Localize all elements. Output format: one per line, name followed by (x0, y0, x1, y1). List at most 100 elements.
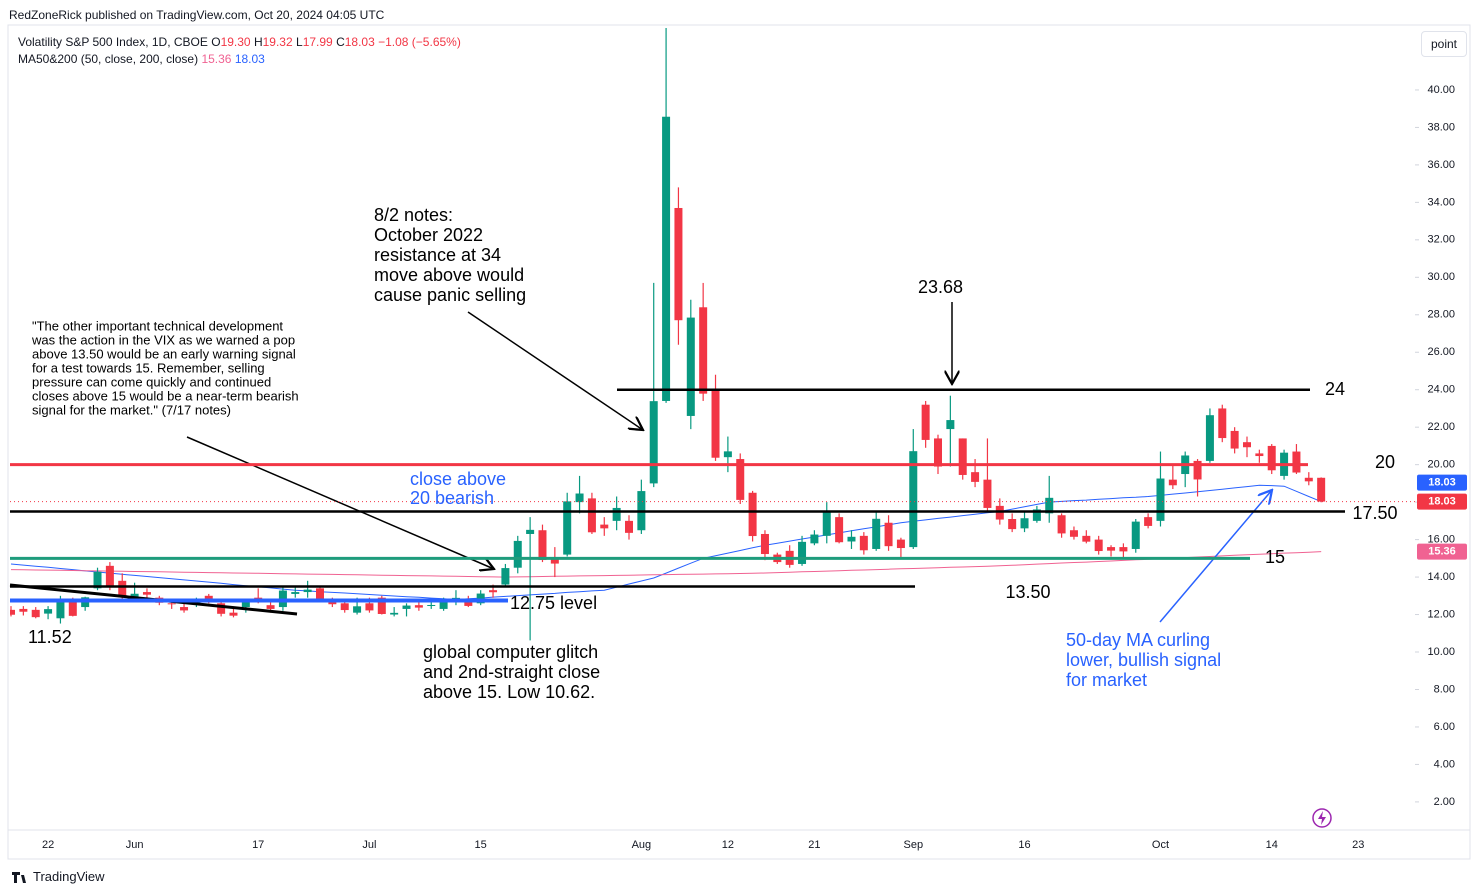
annotation: close above (410, 469, 506, 489)
legend-main: Volatility S&P 500 Index, 1D, CBOE O 19.3… (18, 35, 461, 49)
annotation: lower, bullish signal (1066, 650, 1221, 670)
moving-average (10, 551, 1322, 578)
y-tick-label: 22.00 (1427, 421, 1455, 433)
header: RedZoneRick published on TradingView.com… (9, 8, 385, 22)
candle-body (68, 599, 77, 616)
candle-body (93, 571, 102, 589)
x-tick-label: 22 (42, 839, 54, 851)
candle-body (1255, 453, 1264, 457)
ohlc-label: H (253, 35, 263, 49)
arrow (186, 436, 494, 569)
brand: TradingView (33, 869, 105, 884)
candle-body (909, 451, 918, 548)
candle-body (760, 533, 769, 555)
candle-body (921, 404, 930, 440)
x-tick-label: Oct (1152, 839, 1169, 851)
candle-body (600, 524, 609, 529)
candle-body (1280, 452, 1289, 476)
annotation: was the action in the VIX as we warned a… (31, 332, 295, 347)
candle-body (1107, 547, 1116, 551)
candle-body (229, 612, 238, 616)
candle-body (995, 505, 1004, 520)
y-tick-label: 18.00 (1427, 496, 1455, 508)
change: −1.08 (−5.65%) (378, 35, 461, 49)
annotation: pressure can come quickly and continued (32, 374, 271, 389)
candle-body (464, 599, 473, 606)
candle-body (575, 493, 584, 503)
candle-body (476, 593, 485, 604)
x-tick-label: 15 (475, 839, 487, 851)
annotation: closes above 15 would be a near-term bea… (32, 388, 299, 403)
candle-body (365, 603, 374, 611)
level-label: 15 (1265, 547, 1285, 567)
candle-body (266, 605, 275, 609)
candle-body (822, 510, 831, 536)
y-tick-label: 24.00 (1427, 384, 1455, 396)
candle-body (44, 609, 53, 614)
annotation: cause panic selling (374, 285, 526, 305)
level-label: 13.50 (1005, 582, 1050, 602)
candle-body (587, 498, 596, 533)
candle-body (637, 491, 646, 531)
ohlc-label: C (336, 35, 345, 49)
level-label: 12.75 level (510, 593, 597, 613)
annotation: global computer glitch (423, 642, 598, 662)
candle-body (217, 603, 226, 614)
candle-body (390, 612, 399, 615)
annotation: 23.68 (918, 277, 963, 297)
annotation: for market (1066, 670, 1147, 690)
y-tick-label: 28.00 (1427, 309, 1455, 321)
y-tick-label: 4.00 (1434, 758, 1455, 770)
y-tick-label: 36.00 (1427, 159, 1455, 171)
annotation: and 2nd-straight close (423, 662, 600, 682)
y-tick-label: 14.00 (1427, 571, 1455, 583)
ohlc-label: L (296, 35, 303, 49)
candle-body (10, 609, 15, 615)
candle-body (1317, 477, 1326, 502)
point-button[interactable]: point (1421, 31, 1467, 57)
candle-body (526, 529, 535, 534)
candle-body (340, 603, 349, 611)
candle-body (736, 459, 745, 500)
price-badge (1417, 543, 1467, 560)
candle-body (810, 534, 819, 544)
candle-body (847, 536, 856, 542)
x-tick-label: Jun (126, 839, 144, 851)
legend-ma: MA50&200 (50, close, 200, close) 15.36 1… (18, 52, 265, 66)
candle-body (513, 540, 522, 568)
candle-body (303, 589, 312, 593)
annotation: 8/2 notes: (374, 205, 453, 225)
candle-body (402, 605, 411, 609)
x-tick-label: Aug (632, 839, 652, 851)
level-label: 17.50 (1352, 503, 1397, 523)
y-tick-label: 38.00 (1427, 121, 1455, 133)
ohlc-value: 19.32 (262, 35, 293, 49)
y-tick-label: 10.00 (1427, 646, 1455, 658)
y-tick-label: 20.00 (1427, 459, 1455, 471)
candle-body (1168, 479, 1177, 486)
icon[interactable] (1312, 808, 1332, 828)
candle-body (105, 565, 114, 587)
candle-body (192, 600, 201, 604)
candle-body (612, 507, 621, 521)
price-badge-label: 18.03 (1428, 495, 1456, 507)
ohlc-label: O (211, 35, 221, 49)
candle-body (859, 535, 868, 551)
symbol: Volatility S&P 500 Index, 1D, CBOE (18, 35, 208, 49)
candle-body (686, 317, 695, 416)
annotation: 20 bearish (410, 488, 494, 508)
moving-average (10, 484, 1322, 601)
brand-logo (12, 872, 26, 883)
annotation: above 13.50 would be an early warning si… (32, 346, 296, 361)
x-tick-label: 23 (1352, 839, 1364, 851)
y-tick-label: 8.00 (1434, 683, 1455, 695)
candle-body (723, 451, 732, 458)
candle-body (501, 568, 510, 585)
candle-body (1094, 539, 1103, 552)
annotation: 50-day MA curling (1066, 630, 1210, 650)
level-label: 20 (1375, 452, 1395, 472)
candle-body (896, 539, 905, 549)
candle-body (353, 606, 362, 613)
